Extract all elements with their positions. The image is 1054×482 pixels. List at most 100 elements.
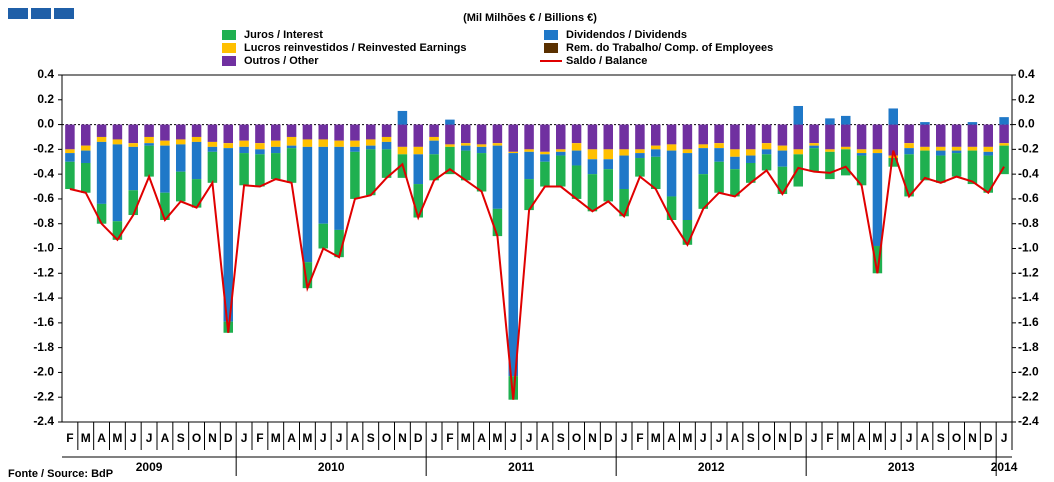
bar-segment [809, 145, 819, 149]
bar-segment [223, 124, 233, 144]
x-tick-label: D [794, 431, 803, 445]
bar-segment [619, 124, 629, 150]
x-tick-label: A [921, 431, 930, 445]
bar-segment [176, 144, 186, 172]
bar-segment [841, 149, 851, 176]
bar-segment [81, 124, 91, 146]
y2-tick-label: -1.6 [1018, 315, 1039, 329]
y2-tick-label: -1.4 [1018, 290, 1039, 304]
source: Fonte / Source: BdP [8, 468, 113, 480]
y-tick-label: -2.4 [33, 414, 54, 428]
bar-segment [761, 124, 772, 144]
bar-segment [967, 122, 978, 125]
bar-segment [413, 154, 423, 185]
bar-segment [286, 145, 297, 149]
bar-segment [96, 124, 107, 137]
y-tick-label: -0.2 [33, 142, 54, 156]
bar-segment [571, 124, 582, 144]
bar-segment [366, 145, 376, 150]
bar-segment [746, 124, 756, 150]
bar-segment [476, 144, 487, 147]
bar-segment [144, 136, 154, 144]
x-tick-label: J [336, 431, 343, 445]
bar-segment [682, 124, 693, 150]
bar-segment [809, 143, 819, 146]
x-tick-label: S [937, 431, 945, 445]
bar-segment [999, 124, 1009, 144]
bar-segment [144, 143, 154, 146]
bar-segment [999, 143, 1009, 146]
bar-segment [841, 124, 851, 147]
legend-label: Saldo / Balance [566, 55, 647, 67]
legend-label: Juros / Interest [244, 29, 323, 41]
bar-segment [524, 124, 534, 150]
bar-segment [730, 169, 740, 197]
bar-segment [524, 151, 534, 180]
x-tick-label: J [526, 431, 533, 445]
y-tick-label: -2.2 [33, 389, 54, 403]
bar-segment [856, 149, 867, 154]
bar-segment [65, 153, 75, 162]
bar-segment [556, 151, 566, 156]
bar-segment [904, 154, 914, 197]
x-tick-label: M [841, 431, 851, 445]
bar-segment [904, 148, 914, 155]
bar-segment [872, 124, 883, 150]
bar-segment [492, 124, 503, 144]
bar-segment [271, 153, 281, 180]
x-tick-label: J [700, 431, 707, 445]
x-tick-label: A [857, 431, 866, 445]
bar-segment [714, 148, 724, 162]
x-tick-label: M [112, 431, 122, 445]
legend-label: Rem. do Trabalho/ Comp. of Employees [566, 42, 773, 54]
bar-segment [714, 124, 724, 144]
y2-tick-label: -2.0 [1018, 365, 1039, 379]
bar-segment [872, 246, 883, 274]
x-tick-label: A [541, 431, 550, 445]
y2-tick-label: -1.2 [1018, 265, 1039, 279]
x-tick-label: O [192, 431, 201, 445]
bar-segment [682, 153, 693, 220]
bar-segment [508, 124, 518, 152]
bar-segment [350, 124, 360, 141]
x-tick-label: M [271, 431, 281, 445]
bar-segment [302, 139, 313, 147]
bar-segment [366, 149, 376, 196]
bar-segment [65, 124, 75, 150]
bar-segment [445, 146, 455, 175]
bar-segment [825, 149, 835, 152]
y-tick-label: 0.0 [37, 117, 54, 131]
y-tick-label: -1.8 [33, 340, 54, 354]
bar-segment [81, 150, 91, 163]
bar-segment [793, 154, 803, 187]
bar-segment [983, 146, 993, 152]
bar-segment [286, 124, 297, 137]
bar-segment [888, 124, 898, 156]
bar-segment [761, 154, 772, 171]
bar-segment [350, 146, 360, 152]
bar-segment [825, 124, 835, 150]
bar-segment [571, 143, 582, 151]
x-tick-label: O [382, 431, 391, 445]
logo-block [8, 8, 28, 19]
bar-segment [96, 136, 107, 142]
bar-segment [318, 223, 328, 249]
y-tick-label: -0.6 [33, 191, 54, 205]
bar-segment [302, 262, 313, 289]
bar-segment [318, 124, 328, 140]
bar-segment [334, 140, 344, 147]
x-tick-label: D [224, 431, 233, 445]
bar-segment [888, 158, 898, 167]
bar-segment [176, 139, 186, 145]
bar-segment [556, 149, 566, 152]
bar-segment [96, 141, 107, 204]
y-tick-label: -1.4 [33, 290, 54, 304]
bar-segment [318, 146, 328, 224]
bar-segment [698, 174, 708, 209]
y2-tick-label: -0.2 [1018, 142, 1039, 156]
bar-segment [112, 124, 123, 140]
x-tick-label: J [241, 431, 248, 445]
year-label: 2012 [698, 460, 725, 474]
y2-tick-label: -2.4 [1018, 414, 1039, 428]
y-tick-label: -2.0 [33, 365, 54, 379]
